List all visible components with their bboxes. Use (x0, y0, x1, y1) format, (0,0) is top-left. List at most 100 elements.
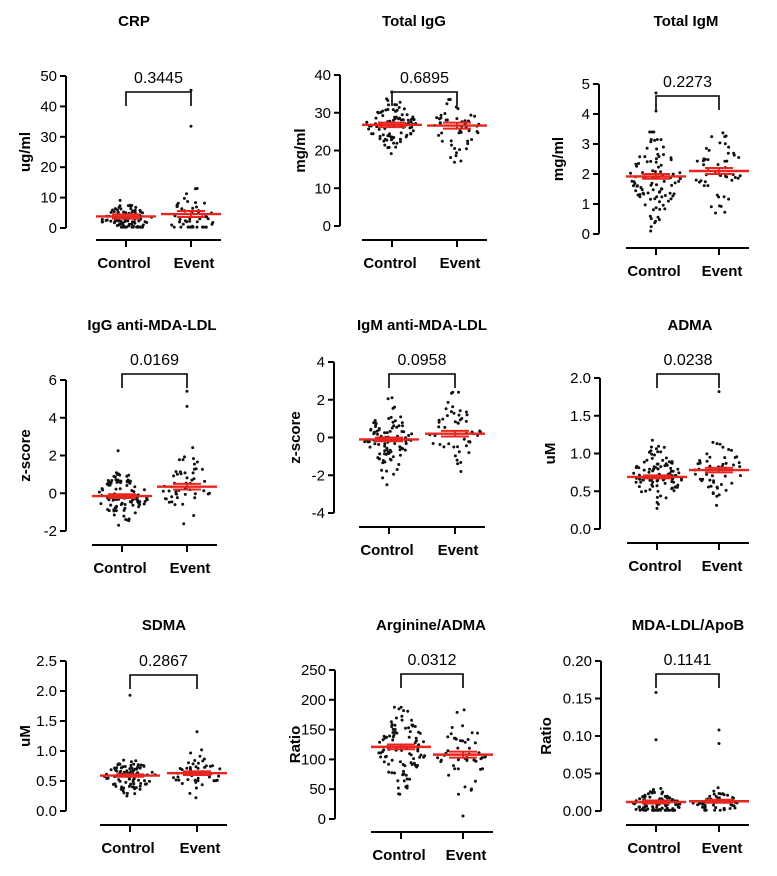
data-point (707, 485, 710, 489)
data-point (397, 106, 401, 109)
data-point (661, 145, 665, 149)
data-point (662, 153, 665, 157)
data-point (119, 225, 123, 229)
data-point (461, 739, 464, 743)
data-point (667, 460, 671, 464)
data-point (640, 490, 643, 494)
y-tick-label: 4 (317, 354, 325, 371)
data-point (394, 145, 398, 149)
data-point (125, 479, 129, 483)
data-point (383, 460, 387, 464)
data-point (651, 188, 655, 192)
data-point (724, 488, 728, 492)
data-point (643, 203, 647, 207)
data-point (410, 117, 413, 121)
data-point (122, 758, 126, 762)
data-point (400, 421, 404, 425)
data-point (399, 131, 403, 135)
data-point (452, 445, 456, 449)
data-point (662, 445, 666, 449)
data-point (134, 759, 138, 763)
data-point (452, 764, 455, 768)
panel-title: SDMA (142, 617, 186, 634)
y-tick-label: 30 (40, 129, 57, 146)
data-point (193, 759, 197, 762)
data-point (454, 154, 458, 158)
data-point (138, 208, 142, 212)
data-point (678, 171, 682, 175)
data-point (390, 396, 394, 400)
data-point (659, 808, 662, 812)
data-point (455, 458, 459, 462)
data-point (654, 109, 658, 113)
data-point (475, 130, 479, 133)
data-point (693, 472, 697, 476)
data-point (738, 474, 742, 478)
data-point (463, 740, 467, 744)
data-point (114, 219, 118, 223)
data-point (660, 187, 664, 191)
data-point (442, 445, 446, 449)
data-point (107, 509, 111, 513)
data-point (480, 756, 484, 760)
data-point (377, 443, 381, 446)
data-point (367, 127, 371, 131)
data-point (107, 498, 111, 502)
data-point (163, 497, 167, 501)
data-point (704, 146, 708, 150)
data-point (715, 485, 719, 489)
significance-bracket (388, 373, 456, 388)
data-point (196, 776, 200, 780)
data-point (194, 765, 198, 769)
data-point (440, 139, 444, 143)
data-point (191, 206, 195, 210)
data-point (195, 205, 198, 209)
data-point (638, 477, 642, 481)
data-point (380, 468, 384, 472)
data-point (455, 117, 459, 121)
x-tick-label-event: Event (180, 840, 221, 857)
y-tick-label: 1.5 (570, 408, 591, 425)
data-point (132, 762, 136, 766)
p-value-label: 0.0312 (408, 652, 457, 669)
data-point (125, 794, 129, 798)
data-point (449, 410, 453, 414)
data-point (647, 470, 651, 474)
data-point (705, 452, 709, 456)
data-point (725, 175, 729, 179)
data-point (127, 224, 131, 228)
data-point (659, 138, 663, 142)
data-point (414, 736, 418, 740)
data-point (194, 780, 198, 784)
data-point (208, 764, 212, 768)
data-point (390, 135, 394, 139)
data-point (387, 417, 391, 420)
data-point (185, 192, 188, 196)
data-point (717, 728, 721, 732)
y-tick-label: 0 (49, 485, 57, 502)
data-point (635, 164, 639, 168)
data-point (723, 135, 727, 139)
data-point (399, 760, 402, 764)
data-point (401, 424, 404, 428)
data-point (131, 503, 135, 507)
data-point (722, 195, 726, 199)
data-point (723, 474, 727, 478)
data-point (387, 103, 390, 107)
data-point (215, 778, 219, 782)
data-point (655, 138, 659, 141)
data-point (182, 196, 186, 200)
data-point (143, 500, 147, 503)
data-point (470, 138, 474, 141)
data-point (186, 200, 190, 203)
y-tick-label: 0 (582, 226, 590, 243)
data-point (407, 434, 411, 437)
data-point (646, 792, 650, 796)
data-point (634, 480, 638, 484)
data-point (656, 450, 660, 454)
data-point (188, 791, 192, 795)
data-point (113, 207, 117, 211)
data-point (440, 131, 444, 135)
data-point (139, 763, 143, 767)
data-point (381, 133, 385, 137)
